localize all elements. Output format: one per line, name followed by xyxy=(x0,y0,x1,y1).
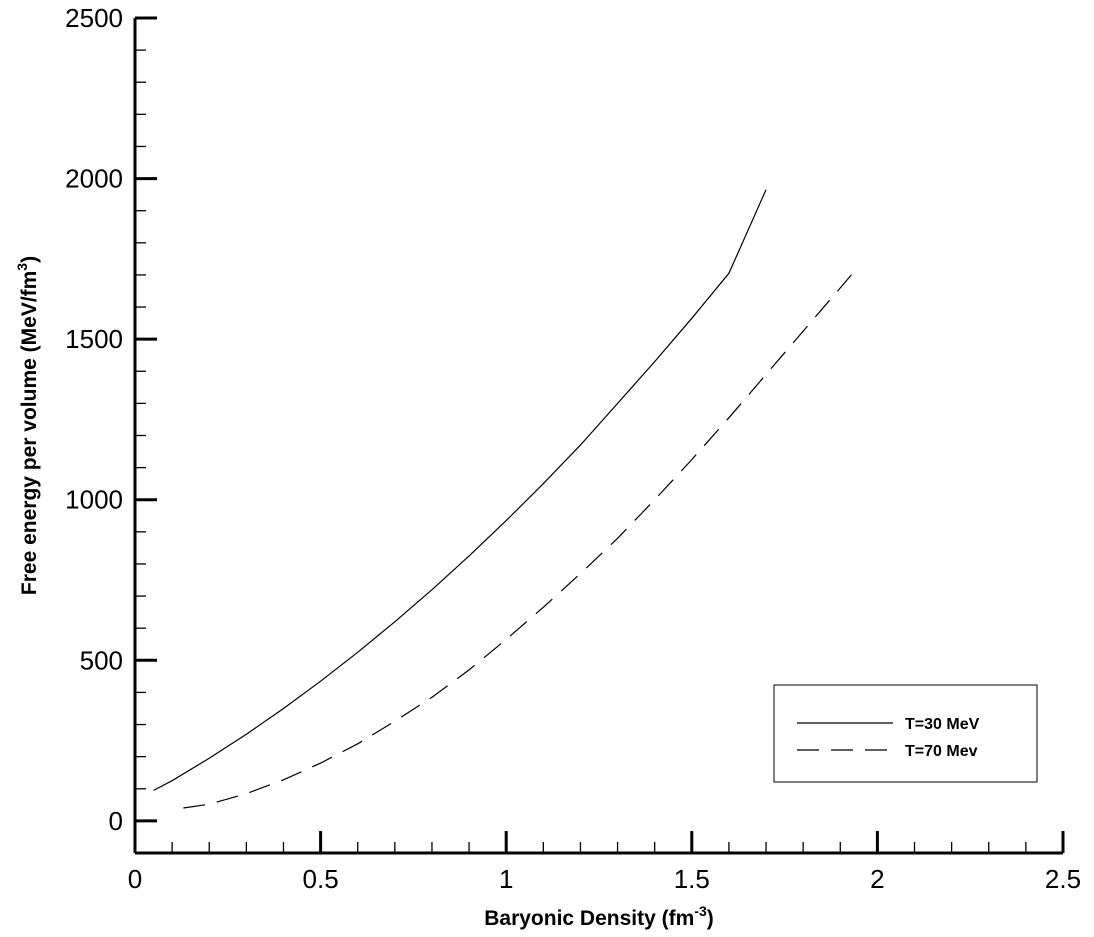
ticks: 0 0.5 1 1.5 2 2.5 0 500 1000 1500 2000 2500 xyxy=(65,3,1081,894)
x-tick-label: 0 xyxy=(128,864,142,894)
y-axis-title-main: Free energy per volume (MeV/fm xyxy=(18,271,41,595)
y-axis-title-tail: ) xyxy=(18,256,41,263)
series-line-2 xyxy=(183,274,852,809)
y-tick-label: 2000 xyxy=(65,164,123,194)
x-tick-label: 2.5 xyxy=(1045,864,1081,894)
y-tick-label: 1000 xyxy=(65,485,123,515)
y-tick-label: 1500 xyxy=(65,324,123,354)
y-tick-label: 0 xyxy=(109,806,123,836)
x-tick-label: 1 xyxy=(499,864,513,894)
legend: T=30 MeV T=70 Mev xyxy=(773,684,1038,783)
x-tick-label: 2 xyxy=(870,864,884,894)
series-line-1 xyxy=(153,189,767,791)
x-axis-title: Baryonic Density (fm-3) xyxy=(484,903,714,930)
series-layer xyxy=(153,189,852,809)
x-tick-label: 0.5 xyxy=(303,864,339,894)
y-axis-title: Free energy per volume (MeV/fm3) xyxy=(14,256,41,595)
x-tick-label: 1.5 xyxy=(674,864,710,894)
y-axis-title-sup: 3 xyxy=(14,263,30,271)
x-axis-title-main: Baryonic Density (fm xyxy=(484,907,694,930)
y-tick-label: 500 xyxy=(80,645,123,675)
legend-label: T=70 Mev xyxy=(905,743,978,760)
x-axis-title-tail: ) xyxy=(707,907,714,930)
legend-box xyxy=(773,684,1038,783)
legend-label: T=30 MeV xyxy=(905,716,980,733)
y-tick-label: 2500 xyxy=(65,3,123,33)
x-axis-title-sup: -3 xyxy=(694,903,707,919)
